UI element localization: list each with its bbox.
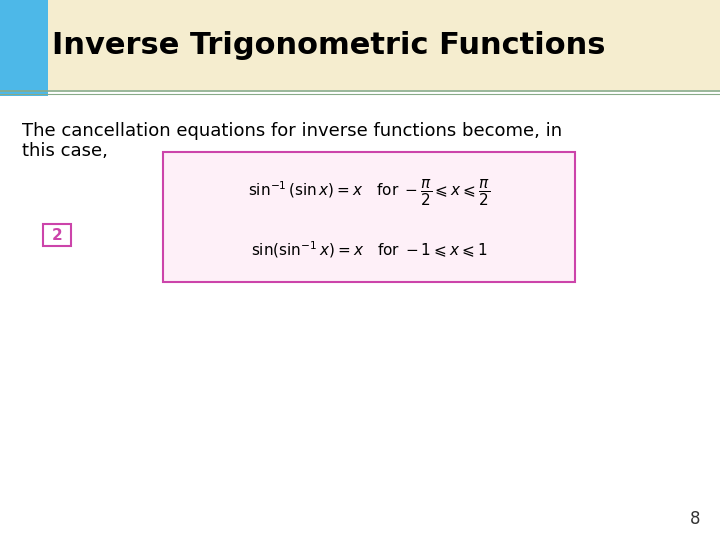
Bar [0, 0, 48, 96]
Text: The cancellation equations for inverse functions become, in: The cancellation equations for inverse f… [22, 122, 562, 140]
Bar [0, 0, 720, 90]
Text: this case,: this case, [22, 142, 108, 160]
Text: 8: 8 [690, 510, 700, 528]
Text: $\sin(\sin^{-1}x) = x\quad \mathrm{for}\; -1 \leqslant x \leqslant 1$: $\sin(\sin^{-1}x) = x\quad \mathrm{for}\… [251, 239, 487, 260]
Text: $\sin^{-1}(\sin x) = x\quad \mathrm{for}\; -\dfrac{\pi}{2} \leqslant x \leqslant: $\sin^{-1}(\sin x) = x\quad \mathrm{for}… [248, 179, 490, 208]
Text: 2: 2 [52, 227, 63, 242]
Bar [163, 152, 575, 282]
Bar [43, 224, 71, 246]
Text: Inverse Trigonometric Functions: Inverse Trigonometric Functions [52, 30, 606, 59]
